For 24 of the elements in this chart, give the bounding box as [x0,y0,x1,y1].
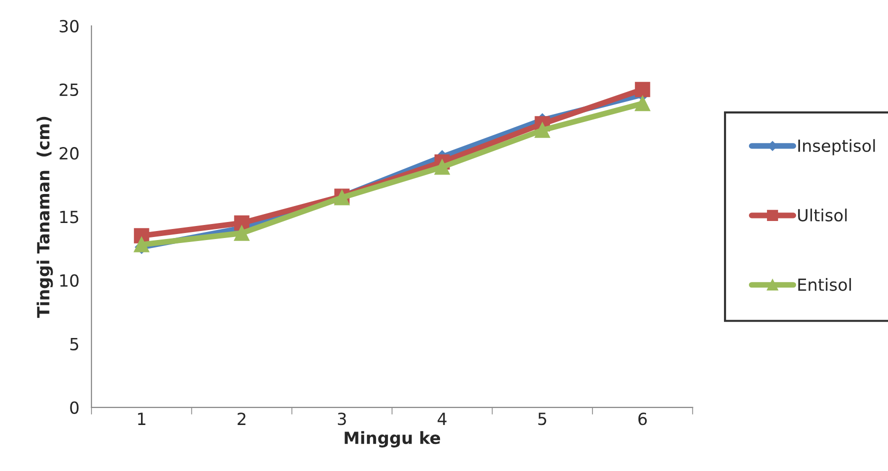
x-tick-label: 3 [338,412,346,426]
x-tick-label: 6 [638,412,647,426]
point [134,237,150,252]
point [434,159,450,175]
y-tick-label: 0 [70,401,79,414]
y-tick-label: 10 [60,274,79,287]
point [234,226,250,241]
y-tick-label: 30 [60,20,79,32]
y-tick-label: 5 [70,338,78,350]
x-tick-label: 4 [438,412,447,425]
y-tick-label: 25 [60,83,78,96]
legend-label: Entisol [798,278,851,291]
point [634,82,650,98]
x-tick-label: 2 [238,412,246,425]
legend-label: Ultisol [798,208,847,222]
y-axis-title: Tinggi Tanaman (cm) [36,116,53,318]
x-tick-label: 5 [538,412,546,426]
point [534,122,550,138]
x-axis-title: Minggu ke [344,431,440,448]
x-tick-label: 1 [138,412,146,425]
y-tick-label: 20 [60,147,79,160]
y-tick-label: 15 [60,210,78,224]
legend-label: Inseptisol [798,139,875,156]
point [634,96,650,112]
